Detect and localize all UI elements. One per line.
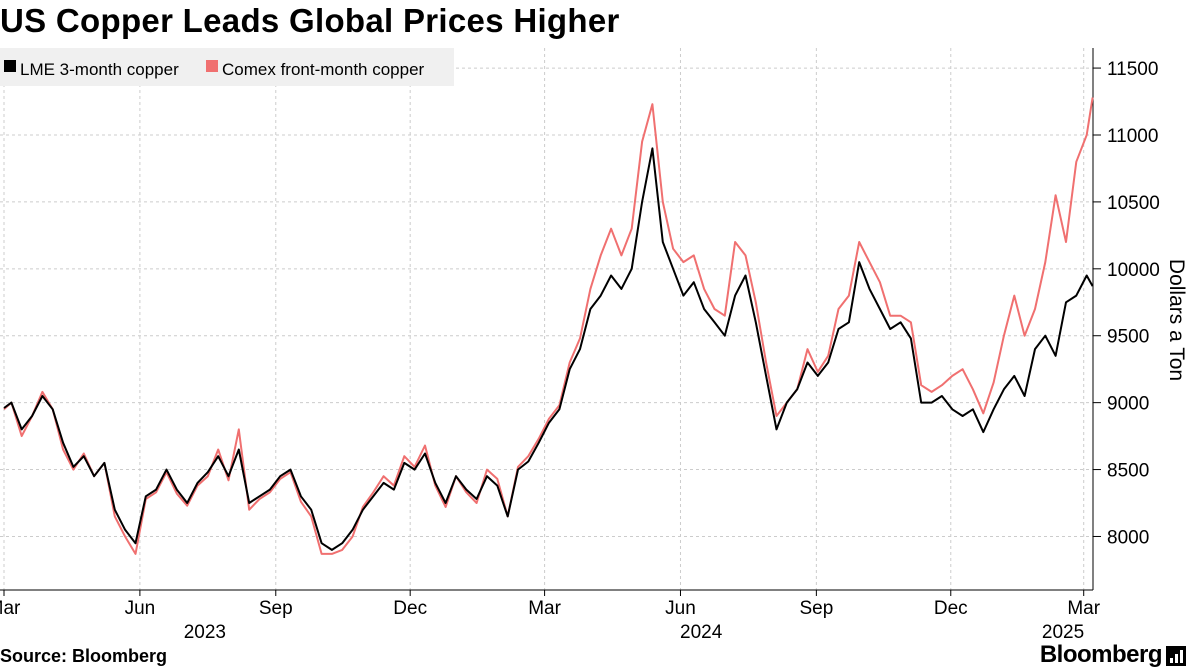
y-tick-label: 11500	[1107, 59, 1158, 80]
y-tick-label: 9000	[1107, 394, 1149, 415]
x-tick-label: Mar	[528, 598, 561, 619]
legend-label-lme: LME 3-month copper	[20, 60, 179, 79]
y-tick-label: 10000	[1107, 260, 1160, 281]
legend-background	[0, 48, 454, 86]
x-year-label: 2024	[680, 622, 723, 643]
y-tick-label: 11000	[1107, 126, 1158, 147]
x-tick-label: Sep	[259, 598, 293, 619]
x-tick-label: Mar	[0, 598, 21, 619]
y-tick-label: 8000	[1107, 527, 1149, 548]
legend-label-comex: Comex front-month copper	[222, 60, 425, 79]
x-tick-label: Dec	[393, 598, 427, 619]
y-tick-label: 10500	[1107, 193, 1160, 214]
chart-title: US Copper Leads Global Prices Higher	[0, 2, 620, 39]
x-tick-label: Mar	[1067, 598, 1100, 619]
gridlines	[0, 48, 1093, 590]
x-tick-label: Sep	[799, 598, 833, 619]
legend: LME 3-month copper Comex front-month cop…	[0, 48, 454, 86]
x-year-label: 2023	[184, 622, 226, 643]
series-lines	[3, 97, 1094, 555]
y-tick-label: 8500	[1107, 461, 1149, 482]
legend-swatch-comex	[206, 60, 218, 72]
x-year-label: 2025	[1042, 622, 1084, 643]
bloomberg-logo: Bloomberg	[1039, 641, 1163, 668]
legend-swatch-lme	[4, 60, 16, 72]
x-tick-label: Dec	[934, 598, 968, 619]
bloomberg-terminal-icon	[1166, 646, 1186, 666]
source-note: Source: Bloomberg	[0, 646, 168, 666]
series-line-lme	[3, 147, 1094, 551]
x-tick-label: Jun	[125, 598, 156, 619]
series-line-comex	[3, 97, 1094, 555]
x-tick-label: Jun	[665, 598, 696, 619]
x-axis: Mar Jun Sep Dec Mar Jun Sep Dec Mar 2023 2024 2025	[0, 589, 1101, 643]
y-axis: 8000 8500 9000 9500 10000 10500 11000 11500	[1092, 48, 1160, 590]
y-tick-label: 9500	[1107, 327, 1149, 348]
y-axis-title: Dollars a Ton	[1165, 259, 1188, 381]
